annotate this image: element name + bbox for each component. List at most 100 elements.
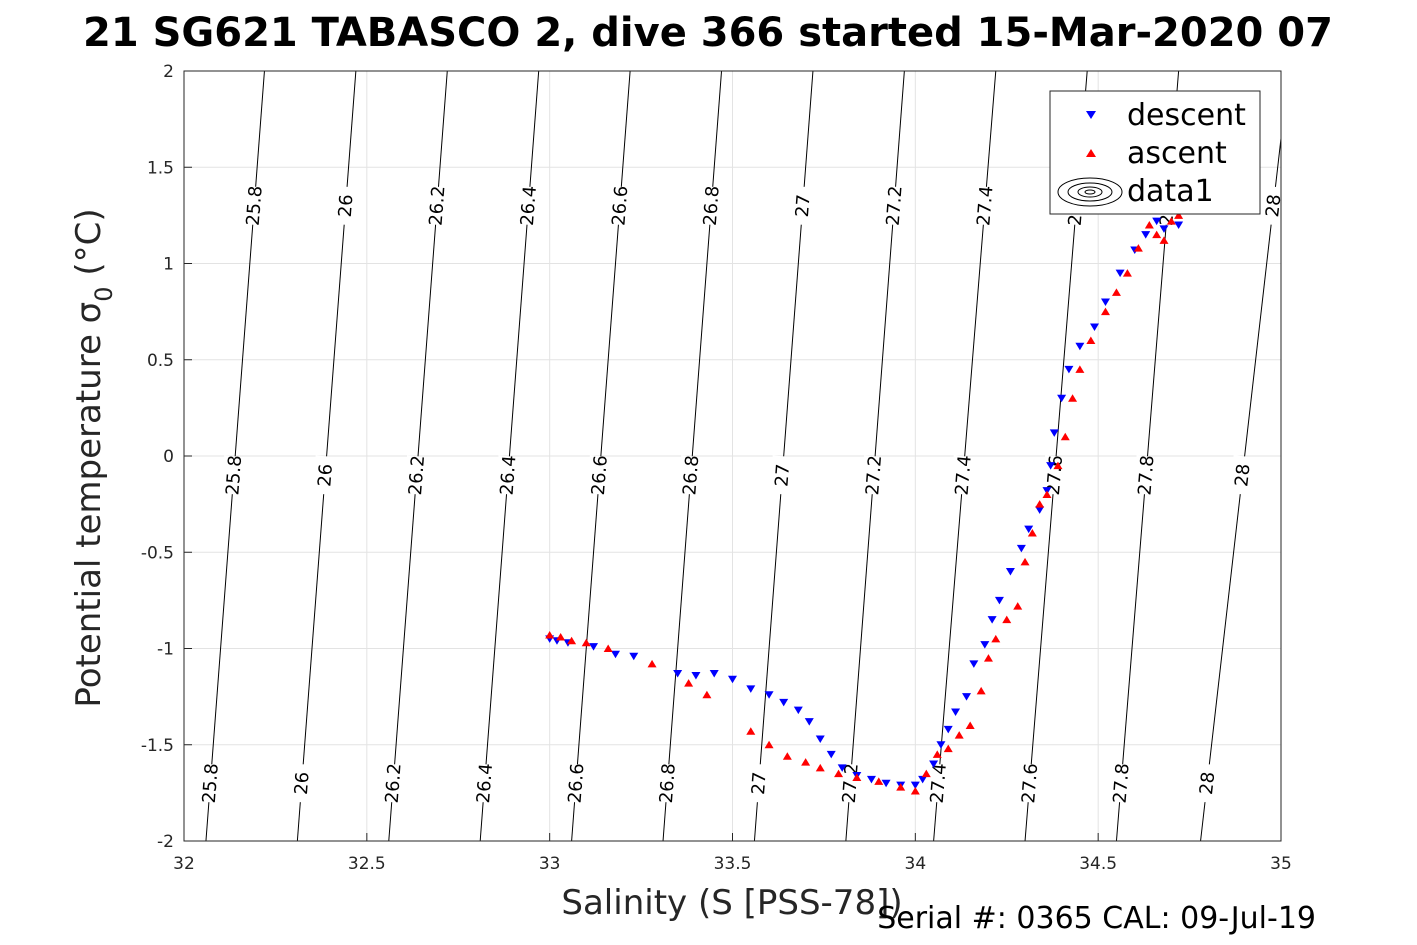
ascent-point [1144, 221, 1154, 229]
contour-label-bg [861, 455, 887, 496]
descent-point [1174, 221, 1184, 229]
contour-label-text: 26.8 [656, 763, 680, 805]
contour-label-text: 27 [771, 463, 794, 487]
descent-point [1035, 506, 1045, 514]
descent-point [804, 718, 814, 726]
ascent-point [943, 744, 953, 753]
contour-label: 26 [333, 185, 359, 226]
ascent-point [684, 679, 694, 687]
descent-point [764, 691, 774, 699]
contour-label-text: 26.6 [608, 185, 632, 227]
contour-label: 27.2 [881, 185, 907, 227]
ascent-point [1013, 602, 1023, 610]
contour-label-bg [197, 763, 223, 804]
ascent-point [647, 659, 657, 668]
ascent-point [1159, 236, 1169, 244]
descent-point [1141, 231, 1151, 239]
contour-label-bg [1260, 185, 1287, 226]
chart-title: 21 SG621 TABASCO 2, dive 366 started 15-… [83, 10, 1333, 56]
x-tick-label: 32 [173, 854, 195, 874]
ascent-point [932, 750, 942, 758]
ascent-point [1075, 365, 1085, 373]
contour-label: 26.6 [563, 763, 588, 804]
contour-label-text: 26.2 [405, 455, 429, 497]
contour-label: 26.6 [586, 455, 612, 497]
descent-point [1016, 544, 1026, 553]
contour-label: 28 [1229, 455, 1256, 496]
contour-label-text: 25.8 [199, 763, 223, 805]
y-tick-label: 0.5 [147, 351, 174, 371]
contour-label-text: 25.8 [243, 185, 267, 227]
y-axis-label-subscript: 0 [90, 286, 118, 301]
y-tick-label: -0.5 [141, 543, 174, 563]
contour-label-text: 27.2 [862, 455, 886, 497]
ascent-point [1002, 615, 1012, 624]
contour-label-text: 26 [291, 771, 314, 795]
x-tick-label: 32.5 [348, 854, 386, 874]
contour-label: 26.4 [495, 455, 520, 496]
descent-point [610, 650, 620, 659]
y-axis-label: Potential temperature σ0 (°C) [69, 208, 118, 707]
legend-data1-label: data1 [1127, 174, 1214, 209]
contour-label: 27 [746, 763, 772, 804]
descent-point [962, 693, 972, 701]
contour-label: 27.4 [950, 454, 976, 496]
ascent-point [746, 727, 756, 735]
ascent-point [567, 636, 577, 645]
contour-label-text: 28 [1231, 463, 1254, 488]
descent-point [910, 781, 920, 790]
ascent-point [1100, 307, 1110, 316]
contour-label-bg [972, 185, 998, 226]
descent-point [1064, 365, 1074, 374]
ascent-point [1086, 336, 1096, 344]
descent-point [629, 652, 639, 661]
descent-point [987, 616, 997, 624]
legend-data1-contour-icon [1057, 177, 1123, 207]
legend-descent-marker [1086, 111, 1096, 119]
contour-label-text: 27.4 [973, 185, 997, 227]
descent-point [1159, 225, 1169, 233]
contour-label: 27.6 [1017, 762, 1042, 804]
contour-label: 26.8 [655, 763, 680, 805]
contour-label-bg [678, 455, 704, 496]
contour-label-text: 26.2 [426, 185, 450, 227]
descent-point [1057, 394, 1067, 403]
contour-label-bg [333, 185, 359, 226]
ascent-point [1053, 461, 1063, 470]
ascent-point [815, 763, 825, 772]
ascent-point [965, 721, 975, 729]
descent-point [969, 660, 979, 668]
contour-label: 25.8 [241, 185, 267, 227]
descent-point [929, 760, 939, 768]
ascent-point [1166, 217, 1176, 225]
contour-label: 25.8 [221, 455, 246, 496]
x-tick-label: 34.5 [1079, 854, 1117, 874]
contour-label-bg [424, 185, 450, 226]
contour-label-text: 26 [335, 194, 358, 218]
contour-label: 27.4 [972, 185, 997, 227]
contour-label-text: 27.6 [1018, 762, 1042, 804]
contour-label: 27.4 [925, 762, 951, 804]
ascent-point [874, 777, 884, 785]
contour-label-bg [404, 455, 429, 496]
x-tick-label: 33.5 [714, 854, 752, 874]
y-tick-label: 2 [163, 62, 174, 82]
descent-point [815, 735, 825, 743]
ascent-point [545, 631, 555, 639]
ascent-point [1020, 557, 1030, 566]
contour-label: 27 [769, 455, 795, 496]
descent-point [1090, 323, 1100, 332]
contour-label-bg [1133, 455, 1159, 496]
contour-label-bg [607, 185, 633, 226]
contour-label: 26.6 [607, 185, 632, 227]
ascent-point [910, 786, 920, 795]
contour-label: 26.2 [424, 185, 450, 227]
contour-label-text: 26.6 [588, 455, 612, 497]
legend-box [1049, 90, 1261, 215]
descent-point [1115, 269, 1125, 278]
contour-label-bg [1194, 763, 1221, 804]
contour-label-bg [1017, 763, 1043, 804]
contour-label: 26.2 [404, 455, 429, 497]
descent-point [918, 775, 928, 784]
